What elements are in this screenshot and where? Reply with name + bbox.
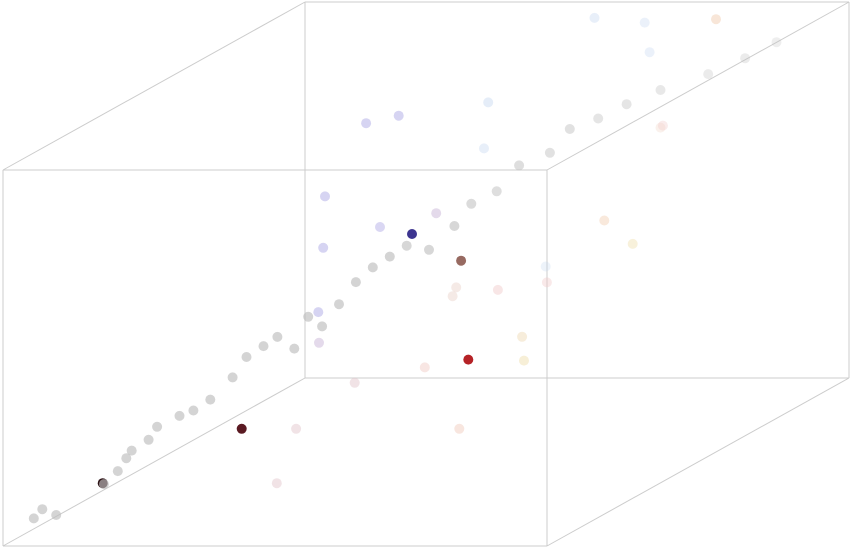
scatter-point bbox=[564, 124, 575, 134]
scatter-point bbox=[126, 445, 137, 456]
scatter-point bbox=[483, 97, 494, 108]
scatter-point bbox=[401, 240, 412, 251]
scatter-point bbox=[375, 222, 385, 232]
scatter-point bbox=[431, 208, 442, 219]
scatter-point bbox=[451, 282, 462, 293]
scatter-point bbox=[517, 331, 528, 342]
scatter-point bbox=[112, 466, 123, 477]
scatter-point bbox=[479, 143, 489, 154]
scatter-point bbox=[639, 17, 650, 28]
scatter-point bbox=[205, 394, 216, 405]
scatter-point bbox=[740, 53, 751, 64]
scatter-point bbox=[593, 113, 604, 124]
scatter-point bbox=[657, 120, 668, 131]
scatter-point bbox=[334, 299, 344, 310]
frame-edge-ftl-btl bbox=[2, 1, 306, 171]
scatter-point bbox=[258, 341, 269, 352]
scatter-point bbox=[37, 504, 48, 515]
scatter-point bbox=[317, 321, 328, 332]
scatter-point bbox=[771, 37, 782, 48]
scatter-point bbox=[350, 277, 361, 288]
scatter-point bbox=[289, 343, 300, 354]
scatter-point bbox=[419, 362, 430, 373]
scatter-point bbox=[271, 478, 282, 489]
frame-edge-fbl-bbl bbox=[2, 377, 306, 547]
scatter-point bbox=[655, 85, 666, 95]
data-points bbox=[28, 12, 782, 524]
scatter-point bbox=[291, 423, 302, 434]
scatter-point bbox=[121, 453, 132, 464]
scatter-point bbox=[627, 238, 638, 249]
scatter-point bbox=[492, 284, 503, 295]
scatter-point bbox=[644, 47, 655, 58]
scatter-point bbox=[236, 423, 247, 434]
scatter-point bbox=[174, 410, 185, 421]
scatter-point bbox=[28, 513, 39, 524]
scatter-point bbox=[241, 352, 252, 362]
scatter-point bbox=[711, 14, 721, 25]
scatter-point bbox=[349, 377, 360, 388]
scatter-point bbox=[393, 110, 404, 121]
scatter-point bbox=[447, 291, 458, 302]
scatter-point bbox=[540, 261, 551, 272]
scatter-point bbox=[703, 69, 714, 80]
scatter-point bbox=[519, 355, 529, 366]
scatter-point bbox=[424, 244, 434, 255]
scatter-point bbox=[463, 354, 474, 365]
scatter-point bbox=[456, 255, 467, 266]
scatter-point bbox=[384, 251, 395, 262]
scatter-point bbox=[367, 262, 378, 273]
scatter-point bbox=[313, 307, 324, 318]
scatter-point bbox=[621, 99, 632, 110]
scatter-point bbox=[51, 510, 62, 520]
scatter-point bbox=[449, 221, 460, 231]
scatter-point bbox=[318, 242, 329, 253]
scatter-point bbox=[188, 405, 199, 416]
scatter-point bbox=[314, 337, 324, 348]
scatter-point bbox=[272, 331, 283, 342]
scatter-point bbox=[320, 191, 330, 202]
scatter-point bbox=[143, 434, 154, 445]
scatter-point bbox=[303, 311, 314, 322]
frame-edge-fbr-bbr bbox=[546, 377, 850, 547]
scatter-point bbox=[407, 229, 417, 239]
scatter-point bbox=[541, 277, 552, 288]
scatter-point bbox=[599, 215, 610, 226]
scatter-point bbox=[152, 421, 163, 432]
scatter-point bbox=[514, 160, 525, 171]
scatter-point bbox=[544, 147, 555, 158]
scatter-point bbox=[491, 186, 502, 197]
scatter-point bbox=[227, 372, 238, 383]
scatter-point bbox=[98, 479, 109, 490]
frame-edge-ftr-btr bbox=[546, 1, 850, 171]
scatter-point bbox=[655, 122, 666, 133]
scatter-point bbox=[589, 12, 600, 23]
scatter-point bbox=[466, 198, 477, 209]
scatter-point bbox=[361, 118, 372, 129]
scatter-point bbox=[454, 423, 465, 434]
